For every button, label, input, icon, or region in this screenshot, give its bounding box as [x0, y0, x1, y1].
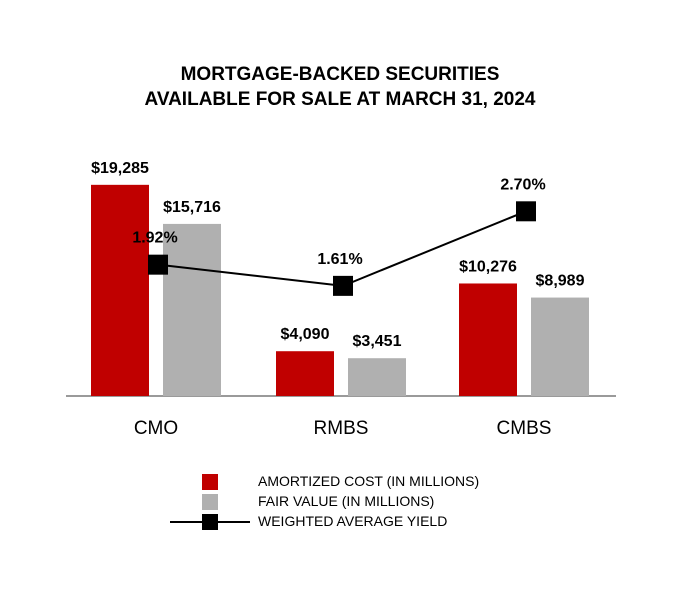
data-label-cmbs-amortized-cost: $10,276: [459, 258, 517, 275]
chart-title-line-2: AVAILABLE FOR SALE AT MARCH 31, 2024: [144, 89, 536, 110]
yield-marker-cmo: [148, 254, 168, 275]
chart-title: MORTGAGE-BACKED SECURITIES AVAILABLE FOR…: [0, 62, 680, 112]
bar-cmo-fair-value: [163, 223, 221, 396]
data-label-rmbs-amortized-cost: $4,090: [281, 326, 330, 343]
x-tick-label-cmo: CMO: [134, 418, 178, 439]
data-label-rmbs-fair-value: $3,451: [353, 333, 402, 350]
chart-title-line-1: MORTGAGE-BACKED SECURITIES: [180, 64, 500, 85]
yield-label-cmo: 1.92%: [132, 230, 177, 247]
x-tick-label-rmbs: RMBS: [314, 418, 369, 439]
legend-marker-weighted-average-yield: [202, 514, 218, 530]
data-label-cmo-amortized-cost: $19,285: [91, 160, 149, 177]
yield-marker-cmbs: [516, 201, 536, 222]
bar-cmo-amortized-cost: [91, 184, 149, 396]
bar-rmbs-fair-value: [348, 358, 406, 396]
bar-cmbs-amortized-cost: [459, 283, 517, 396]
legend-swatch-fair-value: [202, 494, 218, 510]
yield-label-rmbs: 1.61%: [317, 251, 362, 268]
yield-marker-rmbs: [333, 275, 353, 296]
data-label-cmbs-fair-value: $8,989: [536, 273, 585, 290]
bar-cmbs-fair-value: [531, 297, 589, 396]
bar-rmbs-amortized-cost: [276, 351, 334, 396]
legend-swatch-amortized-cost: [202, 474, 218, 490]
x-tick-label-cmbs: CMBS: [497, 418, 552, 439]
yield-label-cmbs: 2.70%: [500, 176, 545, 193]
legend-label-fair-value: FAIR VALUE (IN MILLIONS): [258, 493, 435, 509]
legend-label-weighted-average-yield: WEIGHTED AVERAGE YIELD: [258, 513, 448, 529]
data-label-cmo-fair-value: $15,716: [163, 199, 221, 216]
legend-label-amortized-cost: AMORTIZED COST (IN MILLIONS): [258, 473, 480, 489]
